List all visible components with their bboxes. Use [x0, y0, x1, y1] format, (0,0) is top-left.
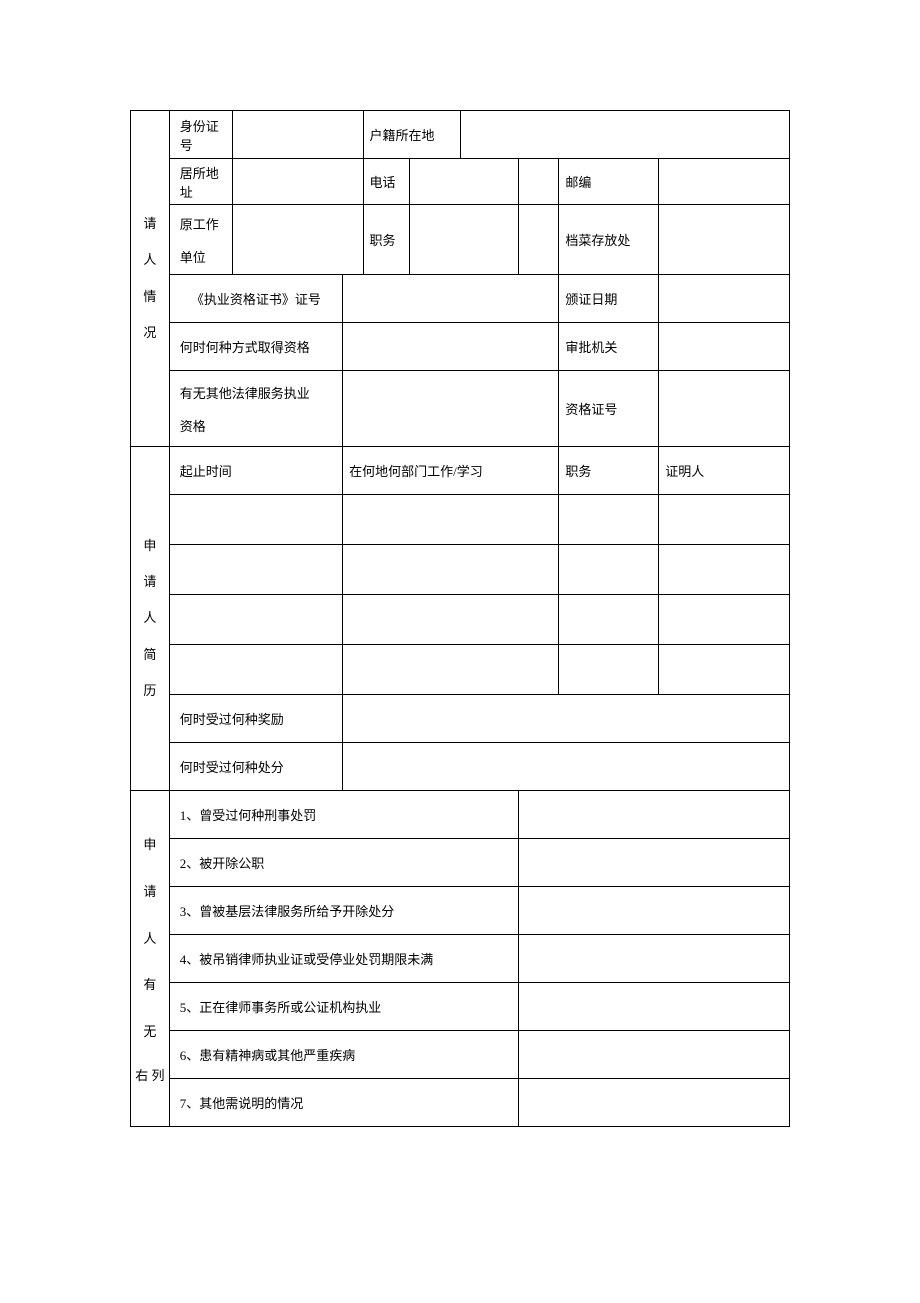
label-char: 请 — [131, 206, 169, 242]
other-qual-label: 有无其他法律服务执业 资格 — [169, 371, 342, 447]
former-unit-label: 原工作 单位 — [169, 205, 232, 275]
resume-position — [559, 595, 659, 645]
item3-label: 3、曾被基层法律服务所给予开除处分 — [169, 887, 518, 935]
item2-value — [518, 839, 789, 887]
label-char: 申 — [131, 822, 169, 869]
residence-value — [461, 111, 790, 159]
issue-date-value — [659, 275, 790, 323]
label-char: 情 — [131, 279, 169, 315]
resume-work — [343, 645, 559, 695]
resume-position — [559, 495, 659, 545]
resume-period — [169, 595, 342, 645]
label-char: 右 列 — [131, 1056, 169, 1095]
punishments-label: 何时受过何种处分 — [169, 743, 342, 791]
resume-witness — [659, 645, 790, 695]
item6-label: 6、患有精神病或其他严重疾病 — [169, 1031, 518, 1079]
blank-cell — [518, 159, 559, 205]
item3-value — [518, 887, 789, 935]
label-char: 人 — [131, 242, 169, 278]
id-number-label: 身份证号 — [169, 111, 232, 159]
blank-cell — [518, 205, 559, 275]
label-char: 无 — [131, 1009, 169, 1056]
item7-value — [518, 1079, 789, 1127]
cert-number-value — [343, 275, 559, 323]
position-label: 职务 — [363, 205, 410, 275]
phone-value — [410, 159, 518, 205]
item6-value — [518, 1031, 789, 1079]
other-qual-line1: 有无其他法律服务执业 — [180, 383, 336, 402]
approval-org-label: 审批机关 — [559, 323, 659, 371]
label-char: 请 — [131, 869, 169, 916]
section2-label: 申 请 人 简 历 — [131, 447, 170, 791]
item5-label: 5、正在律师事务所或公证机构执业 — [169, 983, 518, 1031]
approval-org-value — [659, 323, 790, 371]
resume-work — [343, 595, 559, 645]
former-unit-line2: 单位 — [180, 247, 226, 266]
former-unit-line1: 原工作 — [180, 214, 226, 233]
former-unit-value — [232, 205, 363, 275]
section1-label: 请 人 情 况 — [131, 111, 170, 447]
address-value — [232, 159, 363, 205]
resume-witness — [659, 595, 790, 645]
label-char: 人 — [131, 600, 169, 636]
position2-label: 职务 — [559, 447, 659, 495]
rewards-value — [343, 695, 790, 743]
item4-value — [518, 935, 789, 983]
resume-position — [559, 545, 659, 595]
label-char: 况 — [131, 315, 169, 351]
resume-period — [169, 545, 342, 595]
item4-label: 4、被吊销律师执业证或受停业处罚期限未满 — [169, 935, 518, 983]
label-char: 简 — [131, 637, 169, 673]
issue-date-label: 颁证日期 — [559, 275, 659, 323]
position-value — [410, 205, 518, 275]
other-qual-value — [343, 371, 559, 447]
resume-period — [169, 495, 342, 545]
resume-work — [343, 545, 559, 595]
item5-value — [518, 983, 789, 1031]
item2-label: 2、被开除公职 — [169, 839, 518, 887]
resume-position — [559, 645, 659, 695]
label-char: 有 — [131, 962, 169, 1009]
resume-period — [169, 645, 342, 695]
witness-label: 证明人 — [659, 447, 790, 495]
period-label: 起止时间 — [169, 447, 342, 495]
label-char: 历 — [131, 673, 169, 709]
other-qual-line2: 资格 — [180, 416, 336, 435]
file-storage-value — [659, 205, 790, 275]
phone-label: 电话 — [363, 159, 410, 205]
postcode-value — [659, 159, 790, 205]
qual-method-value — [343, 323, 559, 371]
file-storage-label: 档菜存放处 — [559, 205, 659, 275]
application-form-table: 请 人 情 况 身份证号 户籍所在地 居所地址 电话 邮编 原工作 单位 职务 … — [130, 110, 790, 1127]
id-number-value — [232, 111, 363, 159]
address-label: 居所地址 — [169, 159, 232, 205]
section3-label: 申 请 人 有 无 右 列 — [131, 791, 170, 1127]
label-char: 申 — [131, 528, 169, 564]
residence-label: 户籍所在地 — [363, 111, 461, 159]
resume-witness — [659, 545, 790, 595]
resume-witness — [659, 495, 790, 545]
qual-cert-label: 资格证号 — [559, 371, 659, 447]
postcode-label: 邮编 — [559, 159, 659, 205]
workstudy-label: 在何地何部门工作/学习 — [343, 447, 559, 495]
cert-number-label: 《执业资格证书》证号 — [169, 275, 342, 323]
item1-value — [518, 791, 789, 839]
label-char: 请 — [131, 564, 169, 600]
qual-method-label: 何时何种方式取得资格 — [169, 323, 342, 371]
rewards-label: 何时受过何种奖励 — [169, 695, 342, 743]
resume-work — [343, 495, 559, 545]
qual-cert-value — [659, 371, 790, 447]
punishments-value — [343, 743, 790, 791]
item1-label: 1、曾受过何种刑事处罚 — [169, 791, 518, 839]
label-char: 人 — [131, 916, 169, 963]
item7-label: 7、其他需说明的情况 — [169, 1079, 518, 1127]
